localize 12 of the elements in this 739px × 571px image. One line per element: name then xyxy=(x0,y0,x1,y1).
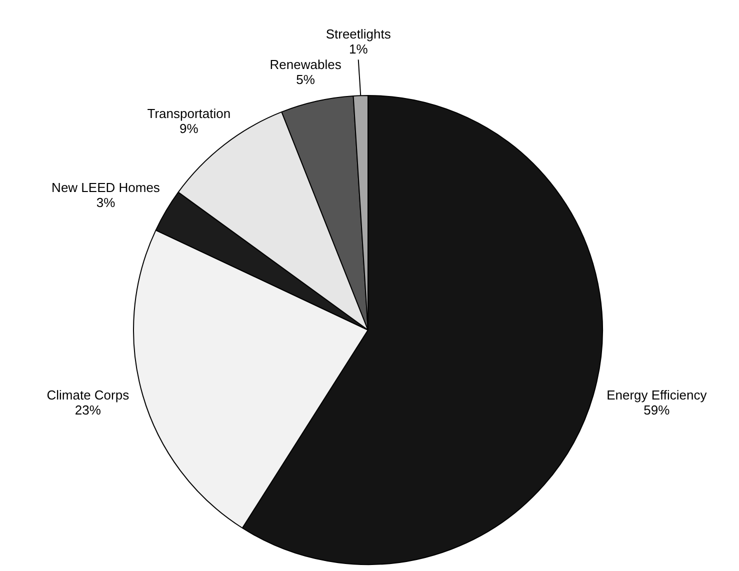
data-label: 23% xyxy=(74,402,102,418)
slice-label: Transportation xyxy=(147,106,231,121)
data-label: 9% xyxy=(180,120,199,136)
slice-label: New LEED Homes xyxy=(52,180,160,195)
data-label: 5% xyxy=(296,72,316,87)
slice-label: Energy Efficiency xyxy=(606,388,708,403)
slice-label: Climate Corps xyxy=(46,388,130,403)
slice-label: Renewables xyxy=(270,56,342,72)
data-label: 3% xyxy=(96,194,116,210)
data-label: 1% xyxy=(348,42,368,57)
data-label: 59% xyxy=(644,402,670,418)
slice-label: Streetlights xyxy=(326,26,392,42)
